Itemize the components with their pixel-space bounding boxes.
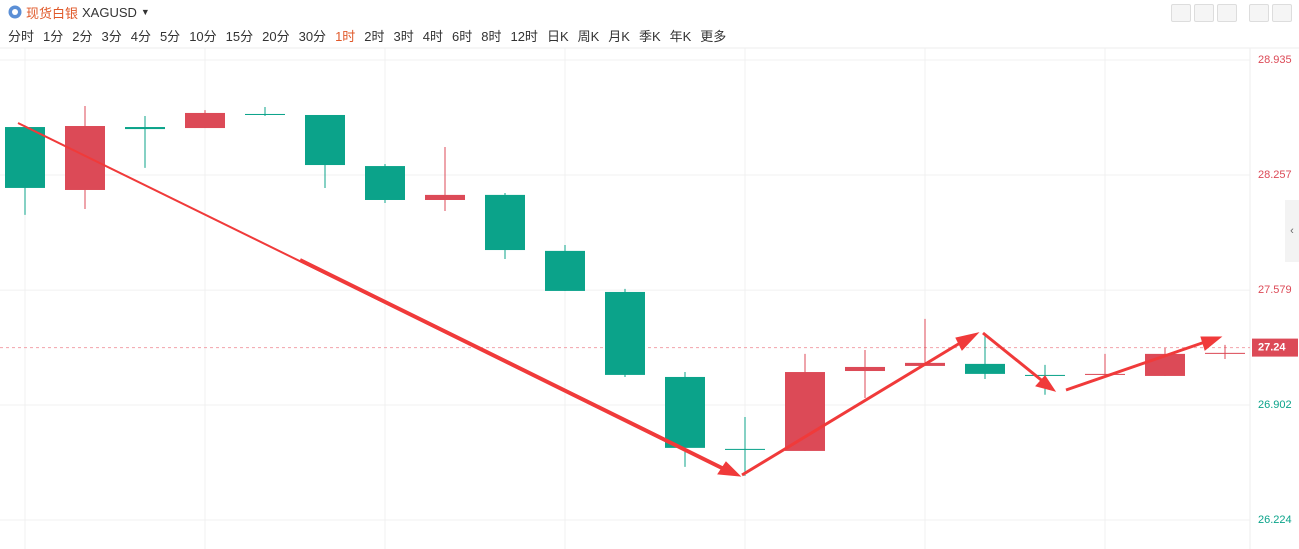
candle-body bbox=[485, 194, 525, 251]
period-tab[interactable]: 分时 bbox=[8, 29, 35, 44]
candle-body bbox=[845, 366, 885, 372]
symbol-icon bbox=[8, 5, 22, 19]
period-bar: 分时 1分 2分 3分 4分 5分 10分 15分 20分 30分 1时 2时 3时 4时 6时 8时 12时日… bbox=[8, 26, 726, 45]
toolbar: 现货白银 XAGUSD ▼ 分时 1分 2分 3分 4分 5分 10分 15分 20分 30分 1时… bbox=[0, 0, 1299, 48]
y-tick-label: 26.902 bbox=[1258, 399, 1292, 411]
period-tab[interactable]: 2分 bbox=[72, 29, 93, 44]
period-tab[interactable]: 年K bbox=[669, 29, 692, 44]
period-tab[interactable]: 更多 bbox=[700, 29, 727, 44]
period-tab[interactable]: 1分 bbox=[43, 29, 64, 44]
period-tab[interactable]: 3时 bbox=[393, 29, 414, 44]
candle-body bbox=[1085, 373, 1125, 375]
period-tab[interactable]: 月K bbox=[608, 29, 630, 44]
period-tab[interactable]: 12时 bbox=[510, 29, 538, 44]
period-tab[interactable]: 15分 bbox=[225, 29, 254, 44]
period-tab[interactable]: 10分 bbox=[189, 29, 217, 44]
candle-body bbox=[305, 114, 345, 166]
fullscreen-button[interactable] bbox=[1249, 4, 1269, 22]
candle-body bbox=[965, 363, 1005, 374]
period-tab[interactable]: 日K bbox=[546, 29, 569, 44]
close-button[interactable] bbox=[1272, 4, 1292, 22]
symbol-name: 现货白银 bbox=[26, 5, 79, 21]
chart-type-button[interactable] bbox=[1217, 4, 1237, 22]
drawn-arrows bbox=[17, 122, 1223, 477]
period-tab[interactable]: 6时 bbox=[452, 29, 473, 44]
symbol-selector[interactable]: 现货白银 XAGUSD ▼ bbox=[8, 3, 150, 21]
side-panel-tab[interactable] bbox=[1285, 200, 1299, 262]
last-price-label: 27.24 bbox=[1258, 342, 1286, 354]
candle-body bbox=[665, 376, 705, 448]
period-tab[interactable]: 8时 bbox=[481, 29, 502, 44]
indicator-button[interactable] bbox=[1171, 4, 1191, 22]
dropdown-caret: ▼ bbox=[140, 7, 150, 17]
symbol-code: XAGUSD bbox=[82, 4, 137, 20]
period-tab[interactable]: 5分 bbox=[159, 29, 181, 44]
period-tab[interactable]: 3分 bbox=[101, 29, 122, 44]
candle-body bbox=[725, 448, 765, 450]
candle-body bbox=[365, 166, 405, 200]
candle-body bbox=[245, 113, 285, 115]
candle-body bbox=[185, 112, 225, 129]
side-panel-arrow: ‹ bbox=[1290, 225, 1294, 237]
candle-body bbox=[785, 372, 825, 451]
candle-body bbox=[125, 127, 165, 130]
y-tick-label: 26.224 bbox=[1258, 514, 1292, 526]
period-tab[interactable]: 20分 bbox=[262, 29, 290, 44]
draw-button[interactable] bbox=[1194, 4, 1214, 22]
candle-body bbox=[605, 291, 645, 375]
period-tab[interactable]: 季K bbox=[638, 29, 661, 44]
period-tab[interactable]: 周K bbox=[577, 29, 600, 44]
period-tab[interactable]: 4分 bbox=[130, 29, 151, 44]
candle-body bbox=[425, 194, 465, 200]
y-tick-label: 28.935 bbox=[1258, 54, 1292, 66]
y-tick-label: 27.579 bbox=[1258, 284, 1292, 296]
period-tab[interactable]: 30分 bbox=[298, 29, 327, 44]
candle-body bbox=[5, 127, 45, 188]
period-tab[interactable]: 1时 bbox=[335, 29, 356, 44]
candle-body bbox=[545, 250, 585, 291]
candle-body bbox=[65, 126, 105, 190]
y-tick-label: 28.257 bbox=[1258, 169, 1292, 181]
period-tab[interactable]: 2时 bbox=[364, 29, 385, 44]
candle-body bbox=[1205, 352, 1245, 354]
period-tab[interactable]: 4时 bbox=[422, 29, 443, 44]
last-price-box bbox=[1252, 338, 1298, 357]
